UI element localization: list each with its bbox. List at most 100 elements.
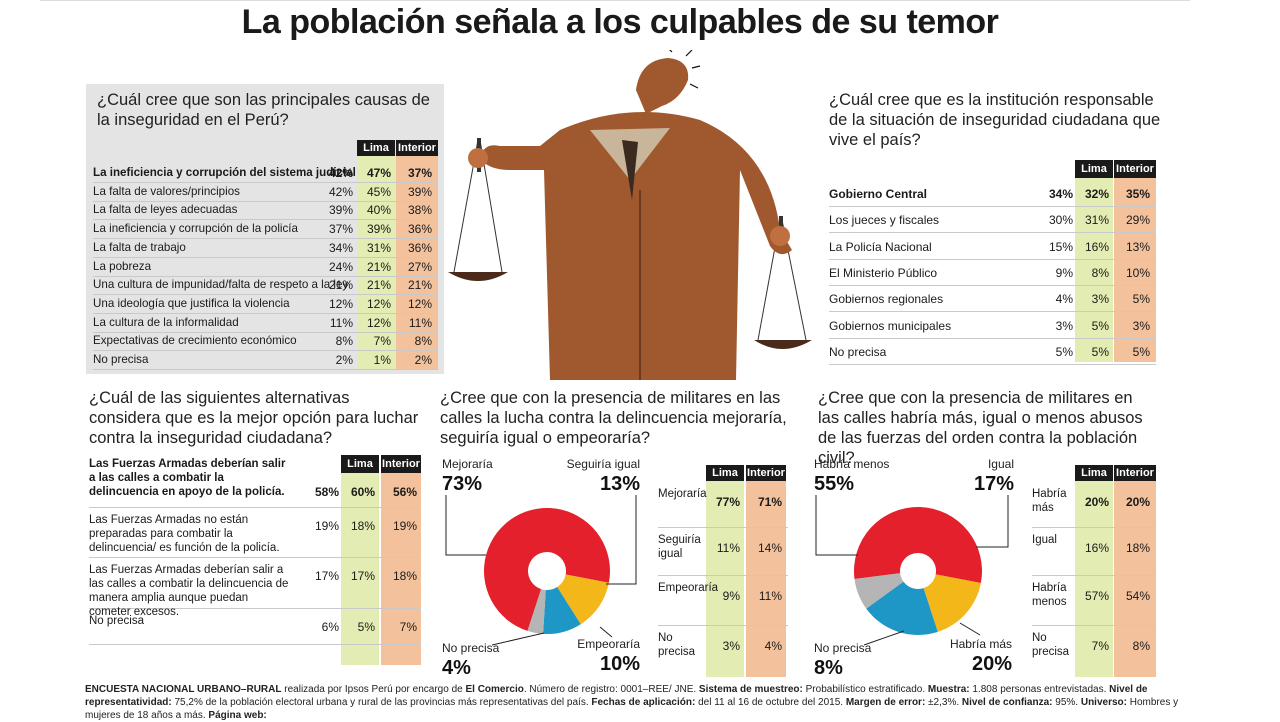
q1-question: ¿Cuál cree que son las principales causa… <box>97 91 430 129</box>
q4-row-lima: 77% <box>715 495 740 509</box>
q5-pie-value-0: 55% <box>814 473 854 495</box>
q3-row-total: 58% <box>314 485 339 499</box>
q1-table-row: No precisa 2% 1% 2% <box>93 351 438 370</box>
q4-table-row: Seguiría igual 11% 14% <box>658 527 788 576</box>
q1-row-total: 12% <box>328 296 353 311</box>
q1-table-row: La cultura de la informalidad 11% 12% 11% <box>93 314 438 333</box>
q2-row-interior: 5% <box>1132 344 1150 359</box>
q4-interior-column <box>746 481 786 677</box>
q4-row-lima: 9% <box>722 589 740 603</box>
q5-row-label: Habría menos <box>1032 582 1067 608</box>
q5-row-lima: 57% <box>1084 589 1109 603</box>
q1-header-interior: Interior <box>396 140 438 156</box>
q5-pie-value-2: 20% <box>972 653 1012 675</box>
q2-row-lima: 5% <box>1091 318 1109 333</box>
q5-row-interior: 20% <box>1125 495 1150 509</box>
q1-row-interior: 12% <box>407 296 432 311</box>
q1-row-interior: 36% <box>407 222 432 237</box>
top-rule <box>40 0 1190 1</box>
q5-question: ¿Cree que con la presencia de militares … <box>818 389 1143 467</box>
q2-row-label: Gobiernos municipales <box>829 318 952 333</box>
q3-row-label: Las Fuerzas Armadas deberían salir a las… <box>89 564 289 618</box>
q3-header-lima: Lima <box>341 455 379 473</box>
q1-row-total: 37% <box>328 222 353 237</box>
q3-table-row: Las Fuerzas Armadas deberían salir a las… <box>89 457 421 508</box>
q2-row-total: 3% <box>1055 318 1073 333</box>
q1-row-interior: 21% <box>407 278 432 293</box>
q1-row-label: La falta de valores/principios <box>93 184 240 198</box>
q5-table-row: No precisa 7% 8% <box>1032 625 1156 677</box>
q4-table-row: Mejoraría 77% 71% <box>658 481 788 528</box>
q1-row-interior: 36% <box>407 240 432 255</box>
q4-row-label: Seguiría igual <box>658 534 701 560</box>
q1-row-lima: 21% <box>366 259 391 274</box>
q1-interior-column <box>396 156 438 369</box>
q2-row-total: 34% <box>1048 187 1073 201</box>
q1-row-total: 8% <box>335 334 353 349</box>
q2-interior-column <box>1114 178 1156 362</box>
q5-pie-slice-2 <box>866 581 938 635</box>
q4-table-row: Empeoraría 9% 11% <box>658 575 788 626</box>
q2-row-interior: 13% <box>1125 239 1150 254</box>
q4-row-lima: 11% <box>716 541 740 555</box>
q1-row-lima: 47% <box>366 166 391 180</box>
q2-row-lima: 32% <box>1084 187 1109 201</box>
q1-row-lima: 7% <box>373 334 391 349</box>
q1-row-total: 2% <box>335 353 353 367</box>
q2-row-interior: 29% <box>1125 213 1150 228</box>
q5-table-row: Igual 16% 18% <box>1032 527 1156 576</box>
q4-row-interior: 71% <box>757 495 782 509</box>
q4-row-label: No precisa <box>658 632 696 658</box>
q2-row-total: 9% <box>1055 265 1073 280</box>
q3-row-lima: 60% <box>350 485 375 499</box>
q1-row-total: 39% <box>328 203 353 218</box>
q1-row-total: 24% <box>328 259 353 274</box>
q1-table-row: Expectativas de crecimiento económico 8% 7… <box>93 332 438 352</box>
q5-pie-label-1: Igual <box>988 457 1014 471</box>
q4-pie-value-3: 4% <box>442 657 471 679</box>
q4-question: ¿Cree que con la presencia de militares … <box>440 389 787 447</box>
q5-row-label: Habría más <box>1032 488 1067 514</box>
q1-table-row: La falta de trabajo 34% 31% 36% <box>93 239 438 258</box>
q1-row-lima: 1% <box>373 353 391 367</box>
q4-pie-slice-2 <box>543 587 581 634</box>
q3-table-row: Las Fuerzas Armadas no están preparadas … <box>89 509 421 558</box>
q5-lima-column <box>1075 481 1113 677</box>
q3-header-interior: Interior <box>381 455 421 473</box>
q1-row-total: 34% <box>328 240 353 255</box>
q5-pie-slice-1 <box>923 574 981 632</box>
methodology-footnote: ENCUESTA NACIONAL URBANO–RURAL realizada… <box>85 684 1179 721</box>
q3-row-interior: 56% <box>392 485 417 499</box>
q5-pie-chart: Habría menos 55% Igual 17% Habría más 20% No p… <box>814 457 1014 679</box>
q1-row-interior: 37% <box>407 166 432 180</box>
q1-lima-column <box>357 156 395 369</box>
q2-table-row: Gobierno Central 34% 32% 35% <box>829 182 1156 207</box>
q1-row-label: La ineficiencia y corrupción de la polic… <box>93 222 298 236</box>
q2-row-label: La Policía Nacional <box>829 239 932 254</box>
footnote-survey: ENCUESTA NACIONAL URBANO–RURAL <box>85 684 282 695</box>
q5-pie-slice-0 <box>854 507 982 583</box>
q3-table-row: Las Fuerzas Armadas deberían salir a las… <box>89 559 421 618</box>
q5-pie-leader-3 <box>863 630 905 646</box>
q1-row-interior: 38% <box>407 203 432 218</box>
q2-row-label: No precisa <box>829 344 887 359</box>
q5-row-interior: 18% <box>1125 541 1150 555</box>
q5-row-lima: 16% <box>1084 541 1109 555</box>
q4-pie-label-1: Seguiría igual <box>567 457 640 471</box>
q3-row-label: Las Fuerzas Armadas deberían salir a las… <box>89 458 286 498</box>
q4-pie-value-2: 10% <box>600 653 640 675</box>
q5-pie-value-3: 8% <box>814 657 843 679</box>
q3-question: ¿Cuál de las siguientes alternativas con… <box>89 389 419 447</box>
q4-table-row: No precisa 3% 4% <box>658 625 788 677</box>
q2-row-interior: 35% <box>1125 187 1150 201</box>
q5-pie-label-3: No precisa <box>814 641 872 655</box>
q2-row-total: 30% <box>1048 213 1073 228</box>
q4-pie-leader-2 <box>599 626 613 638</box>
q1-row-label: La pobreza <box>93 259 152 273</box>
q5-row-interior: 54% <box>1125 589 1150 603</box>
q5-pie-label-0: Habría menos <box>814 457 889 471</box>
q4-pie-value-1: 13% <box>600 473 640 495</box>
q3-row-interior: 19% <box>392 519 417 533</box>
q2-row-lima: 31% <box>1084 213 1109 228</box>
q5-pie-label-2: Habría más <box>950 637 1012 651</box>
